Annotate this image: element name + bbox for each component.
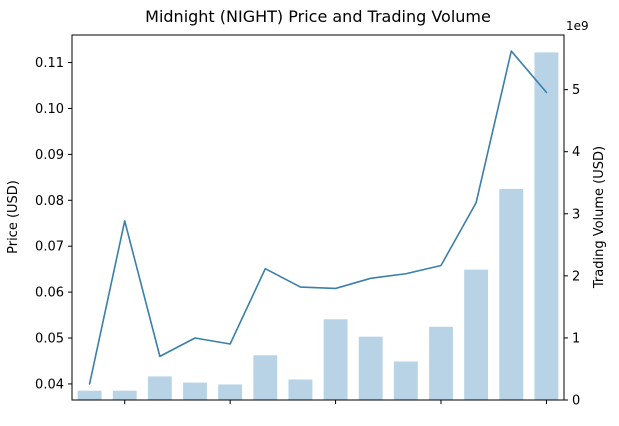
- volume-bar: [218, 384, 243, 400]
- right-axis-label: Trading Volume (USD): [592, 146, 607, 289]
- left-tick-label: 0.09: [35, 148, 64, 163]
- right-tick-label: 2: [572, 269, 580, 284]
- left-tick-label: 0.04: [35, 377, 64, 392]
- right-tick-label: 5: [572, 83, 580, 98]
- left-axis-label: Price (USD): [6, 180, 21, 254]
- volume-bar: [112, 390, 137, 400]
- volume-bar: [147, 376, 172, 400]
- left-tick-label: 0.06: [35, 286, 64, 301]
- right-tick-label: 0: [572, 394, 580, 409]
- chart-title: Midnight (NIGHT) Price and Trading Volum…: [145, 7, 491, 26]
- right-tick-label: 3: [572, 207, 580, 222]
- volume-bar: [358, 336, 383, 400]
- volume-bar: [499, 188, 524, 400]
- axis-offset-text: 1e9: [566, 19, 589, 33]
- price-line: [88, 50, 548, 385]
- plot-area: 0.04 0.05 0.06 0.07 0.08 0.09 0.10 0.11 0 1 2 3 4 5: [35, 34, 580, 409]
- left-tick-label: 0.11: [35, 56, 64, 71]
- volume-bar: [429, 326, 453, 400]
- left-tick-label: 0.05: [35, 332, 64, 347]
- left-tick-label: 0.07: [35, 240, 64, 255]
- volume-bar: [288, 379, 313, 400]
- volume-bar: [253, 355, 278, 400]
- volume-bar: [183, 382, 207, 400]
- volume-bar: [464, 269, 489, 400]
- volume-bar: [393, 361, 418, 400]
- volume-bar: [77, 390, 102, 400]
- left-tick-label: 0.08: [35, 194, 64, 209]
- left-tick-label: 0.10: [35, 102, 64, 117]
- axes-spines: [71, 34, 565, 401]
- right-tick-label: 4: [572, 145, 580, 160]
- volume-bar: [534, 52, 559, 400]
- right-tick-label: 1: [572, 331, 580, 346]
- volume-bar: [323, 319, 348, 400]
